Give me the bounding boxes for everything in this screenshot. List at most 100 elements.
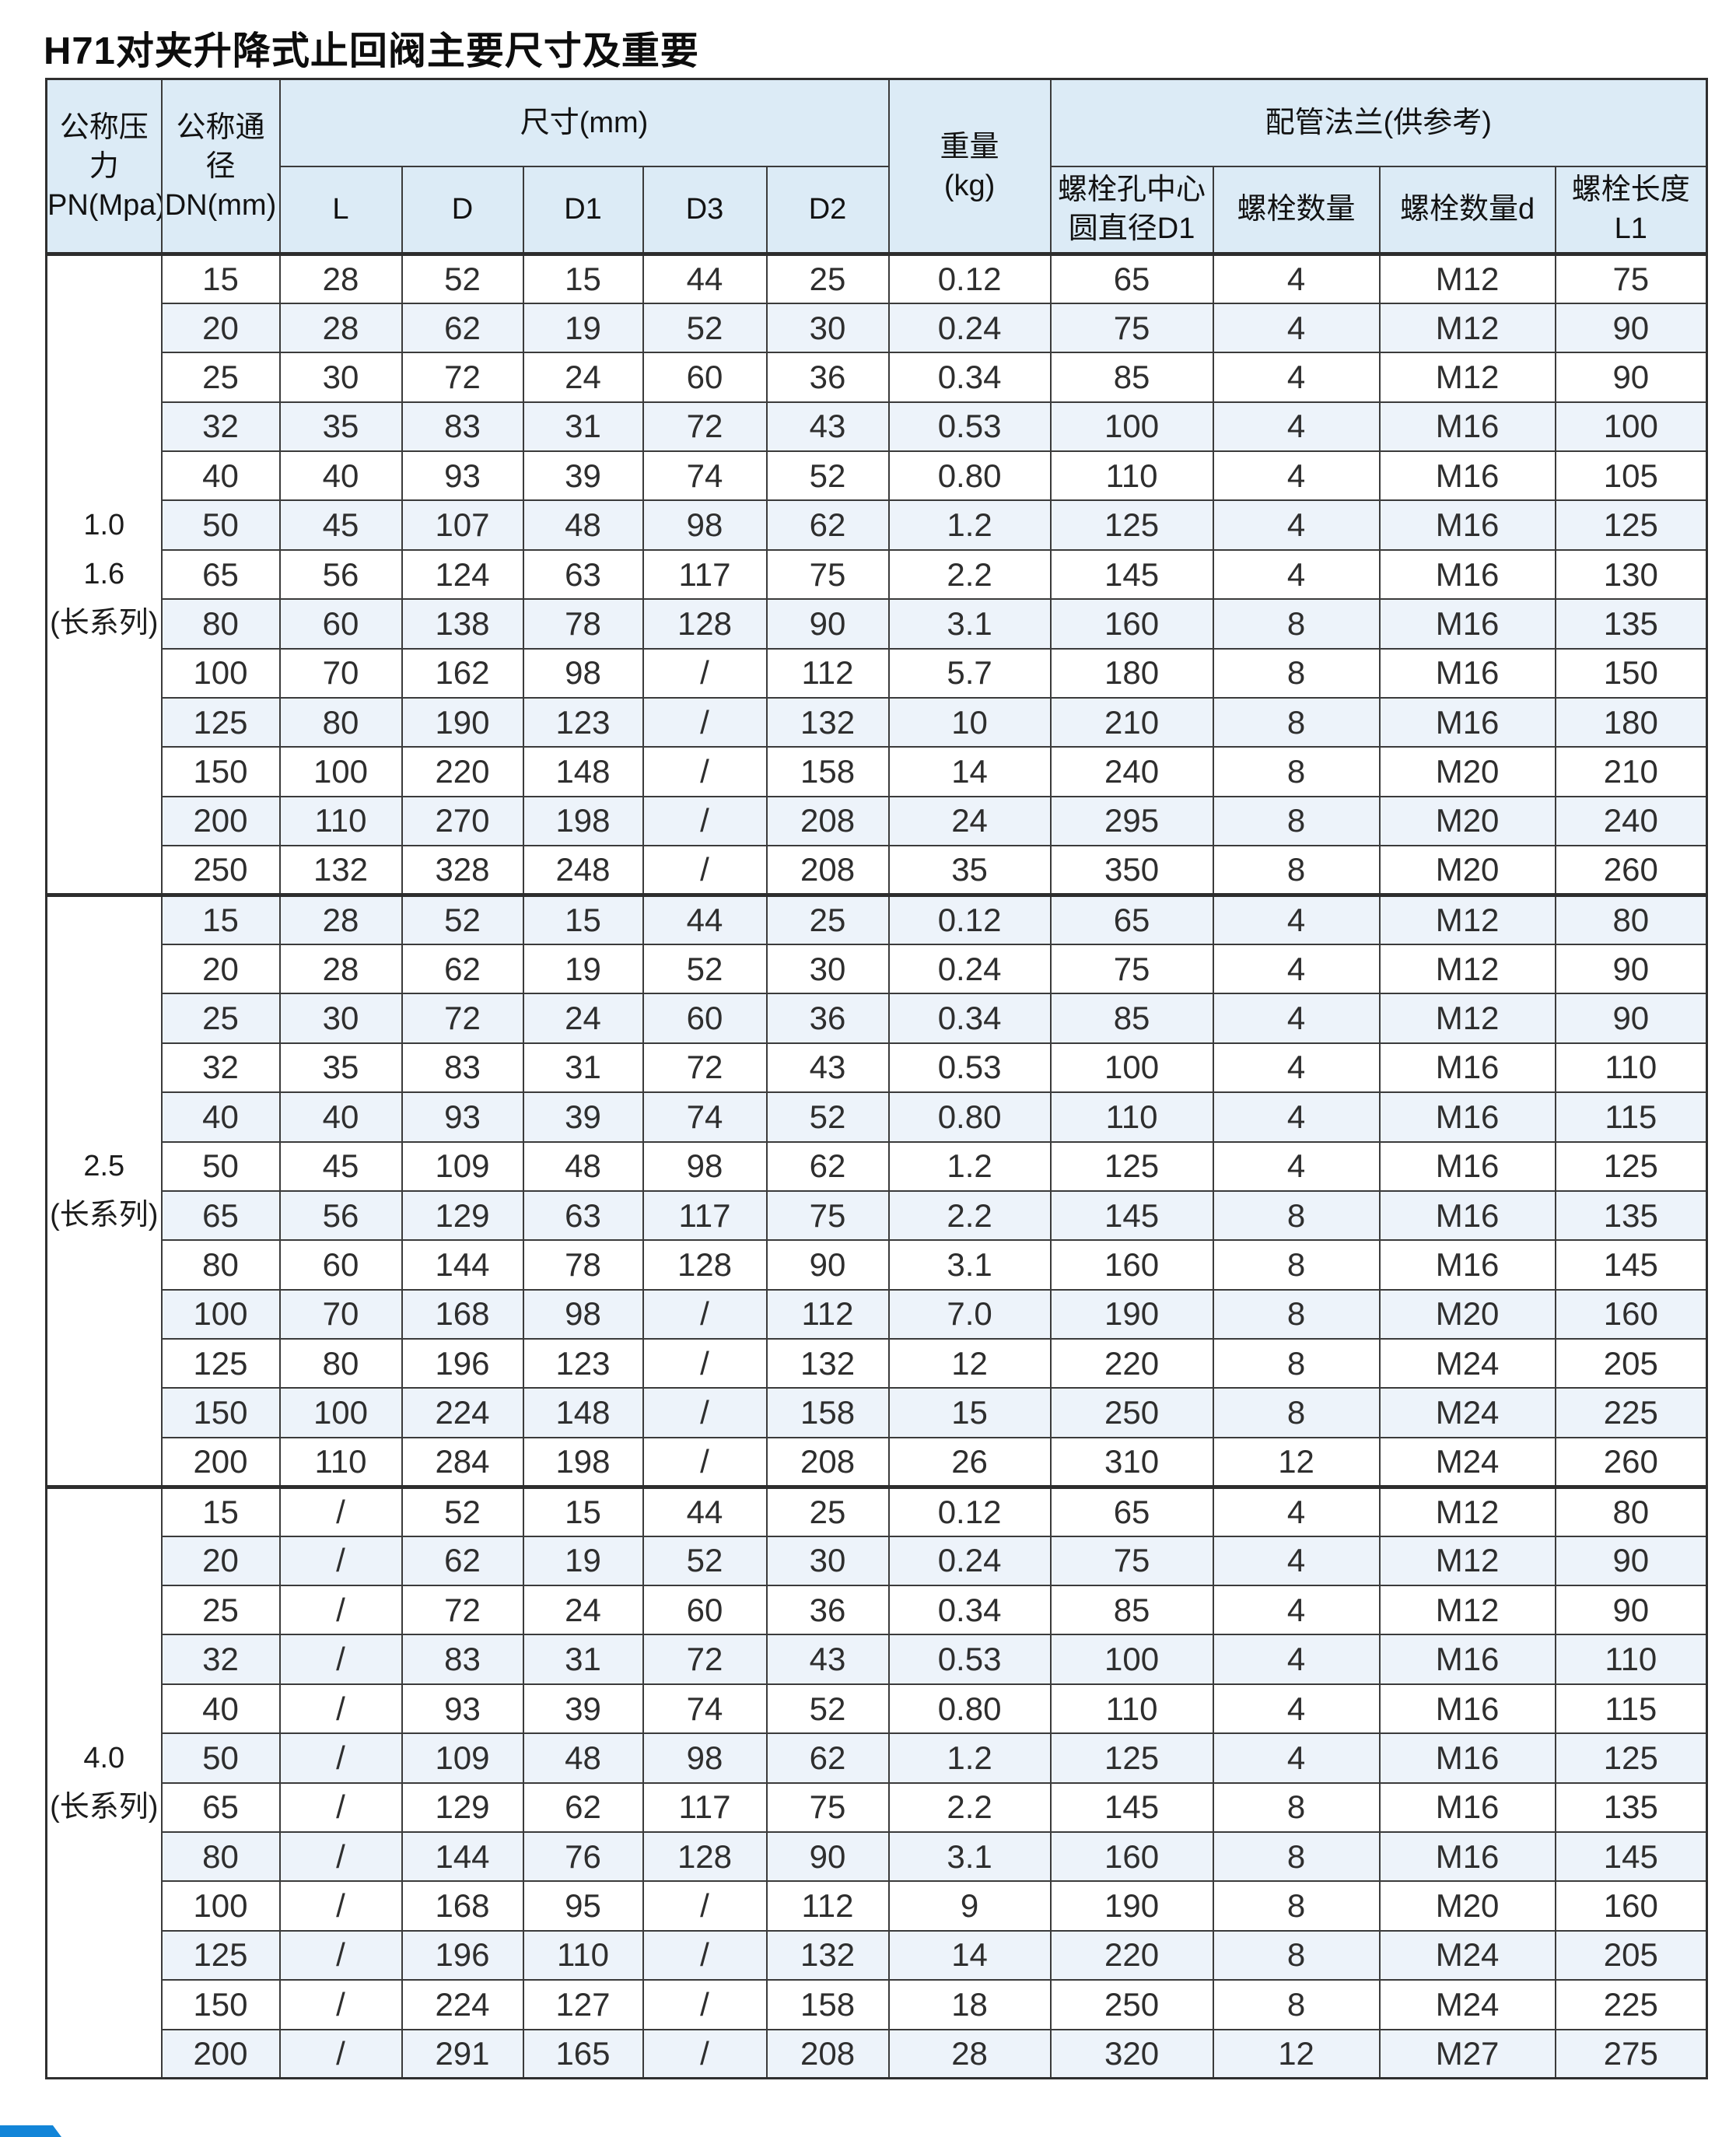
cell-dn: 100: [160, 1288, 281, 1340]
cell-d3: /: [642, 795, 768, 847]
table-row: 32/83 31 72 43 0.53 100 4 M16 110: [47, 1634, 1708, 1685]
cell-d3: 44: [642, 1484, 768, 1537]
cell-bolt-length: 90: [1554, 302, 1708, 354]
cell-d1: 198: [522, 1436, 644, 1488]
cell-weight: 0.12: [887, 1484, 1052, 1537]
cell-d: 190: [401, 697, 524, 748]
cell-bolt-size: M24: [1378, 1979, 1556, 2030]
cell-weight: 10: [887, 697, 1052, 748]
cell-d2: 132: [765, 697, 890, 748]
cell-d2: 52: [765, 450, 890, 502]
cell-bolt-size: M16: [1378, 1091, 1556, 1143]
cell-bolt-circle: 320: [1049, 2028, 1214, 2079]
cell-dn: 20: [160, 1535, 281, 1587]
cell-bolt-circle: 75: [1049, 302, 1214, 354]
cell-d: 62: [401, 1535, 524, 1587]
cell-bolt-size: M12: [1378, 943, 1556, 995]
cell-d2: 112: [765, 1880, 890, 1932]
cell-l: 28: [278, 251, 403, 304]
header-d: D: [401, 165, 524, 255]
cell-bolt-circle: 65: [1049, 251, 1214, 304]
cell-bolt-length: 225: [1554, 1387, 1708, 1438]
cell-d2: 132: [765, 1929, 890, 1981]
header-bolt-len: 螺栓长度L1: [1554, 165, 1708, 255]
cell-l: /: [278, 1732, 403, 1784]
cell-d3: /: [642, 746, 768, 797]
cell-d1: 98: [522, 1288, 644, 1340]
cell-dn: 25: [160, 1585, 281, 1636]
cell-d2: 43: [765, 1634, 890, 1685]
cell-d: 83: [401, 1634, 524, 1685]
cell-l: 80: [278, 1338, 403, 1389]
cell-d: 162: [401, 647, 524, 699]
cell-bolt-size: M16: [1378, 450, 1556, 502]
cell-bolt-length: 125: [1554, 1140, 1708, 1192]
cell-d3: /: [642, 1288, 768, 1340]
cell-weight: 3.1: [887, 598, 1052, 650]
table-row: 250 132 328 248/208 35 350 8 M20 260: [47, 845, 1708, 896]
cell-d3: 72: [642, 1042, 768, 1094]
cell-d1: 19: [522, 302, 644, 354]
cell-weight: 2.2: [887, 548, 1052, 601]
cell-dn: 200: [160, 1436, 281, 1488]
cell-dn: 25: [160, 993, 281, 1044]
cell-d: 144: [401, 1830, 524, 1883]
cell-d: 291: [401, 2028, 524, 2079]
header-l: L: [278, 165, 403, 255]
cell-d1: 63: [522, 548, 644, 601]
pressure-group: 4.0 (长系列) 15/52 15 44 25 0.12 65 4 M12 80 20/62 19 52…: [45, 1484, 1708, 2079]
cell-d2: 90: [765, 1239, 890, 1291]
table-row: 200 110 284 198/208 26 310 12 M24 260: [47, 1436, 1708, 1488]
cell-d3: 60: [642, 352, 768, 403]
cell-d1: 123: [522, 697, 644, 748]
cell-bolt-qty: 8: [1212, 1979, 1381, 2030]
cell-l: 70: [278, 647, 403, 699]
cell-bolt-size: M16: [1378, 499, 1556, 551]
cell-d1: 15: [522, 893, 644, 945]
cell-bolt-length: 75: [1554, 251, 1708, 304]
cell-d1: 39: [522, 1091, 644, 1143]
table-row: 25/72 24 60 36 0.34 85 4 M12 90: [47, 1585, 1708, 1636]
cell-bolt-length: 135: [1554, 1781, 1708, 1834]
cell-l: 28: [278, 943, 403, 995]
cell-d3: 98: [642, 1732, 768, 1784]
cell-d1: 248: [522, 845, 644, 896]
cell-d3: /: [642, 647, 768, 699]
cell-dn: 15: [160, 893, 281, 945]
cell-bolt-size: M16: [1378, 1239, 1556, 1291]
cell-bolt-qty: 4: [1212, 943, 1381, 995]
cell-bolt-qty: 8: [1212, 1387, 1381, 1438]
cell-bolt-qty: 4: [1212, 548, 1381, 601]
cell-d3: 60: [642, 993, 768, 1044]
cell-dn: 80: [160, 598, 281, 650]
cell-l: /: [278, 1683, 403, 1735]
cell-dn: 125: [160, 697, 281, 748]
group-pn-label: 1.0 1.6 (长系列): [45, 251, 163, 896]
cell-d2: 43: [765, 1042, 890, 1094]
cell-l: 28: [278, 893, 403, 945]
cell-d2: 52: [765, 1091, 890, 1143]
cell-d: 328: [401, 845, 524, 896]
cell-bolt-length: 115: [1554, 1091, 1708, 1143]
cell-l: 60: [278, 598, 403, 650]
cell-bolt-qty: 4: [1212, 352, 1381, 403]
cell-d3: 74: [642, 1683, 768, 1735]
cell-bolt-qty: 12: [1212, 2028, 1381, 2079]
cell-d1: 98: [522, 647, 644, 699]
pressure-group: 1.0 1.6 (长系列) 15 28 52 15 44 25 0.12 65 4 M12 75 20 28 6…: [45, 251, 1708, 896]
cell-d3: 98: [642, 499, 768, 551]
cell-bolt-circle: 85: [1049, 1585, 1214, 1636]
cell-d: 72: [401, 352, 524, 403]
cell-bolt-length: 135: [1554, 598, 1708, 650]
cell-d: 196: [401, 1338, 524, 1389]
cell-d3: /: [642, 697, 768, 748]
cell-bolt-circle: 125: [1049, 499, 1214, 551]
group-pn-label: 2.5 (长系列): [45, 893, 163, 1488]
cell-d: 83: [401, 1042, 524, 1094]
cell-d: 129: [401, 1189, 524, 1242]
cell-dn: 32: [160, 1634, 281, 1685]
cell-bolt-size: M16: [1378, 1189, 1556, 1242]
cell-bolt-qty: 8: [1212, 1880, 1381, 1932]
cell-d3: 117: [642, 1189, 768, 1242]
table-header: 公称压力 PN(Mpa) 公称通径 DN(mm) 尺寸(mm) 重量 (kg) …: [45, 78, 1708, 255]
